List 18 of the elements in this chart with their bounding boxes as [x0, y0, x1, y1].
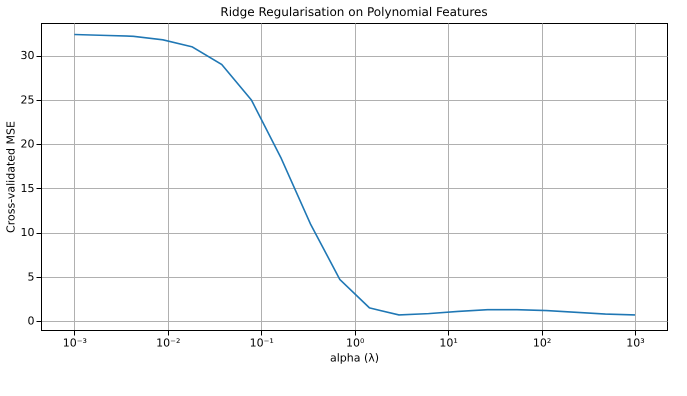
x-tick-label: 10¹ [439, 336, 458, 350]
y-tick-label: 15 [20, 182, 34, 195]
x-axis-title: alpha (λ) [330, 352, 380, 364]
chart-title: Ridge Regularisation on Polynomial Features [220, 5, 488, 19]
x-tick-label: 10² [532, 336, 552, 350]
x-tick-label: 10⁻² [156, 336, 180, 350]
y-tick-label: 5 [28, 270, 34, 284]
y-tick-label: 10 [20, 226, 34, 240]
x-tick-label: 10³ [626, 336, 645, 350]
y-tick-label: 25 [20, 93, 34, 106]
x-tick-label: 10⁻³ [62, 336, 87, 350]
y-tick-label: 20 [20, 138, 34, 151]
x-tick-label: 10⁻¹ [250, 336, 274, 350]
y-tick-label: 0 [28, 314, 34, 328]
y-axis-title: Cross-validated MSE [4, 121, 18, 233]
line-series [74, 34, 636, 316]
x-tick-label: 10⁰ [346, 336, 365, 350]
y-tick-label: 30 [20, 49, 34, 62]
